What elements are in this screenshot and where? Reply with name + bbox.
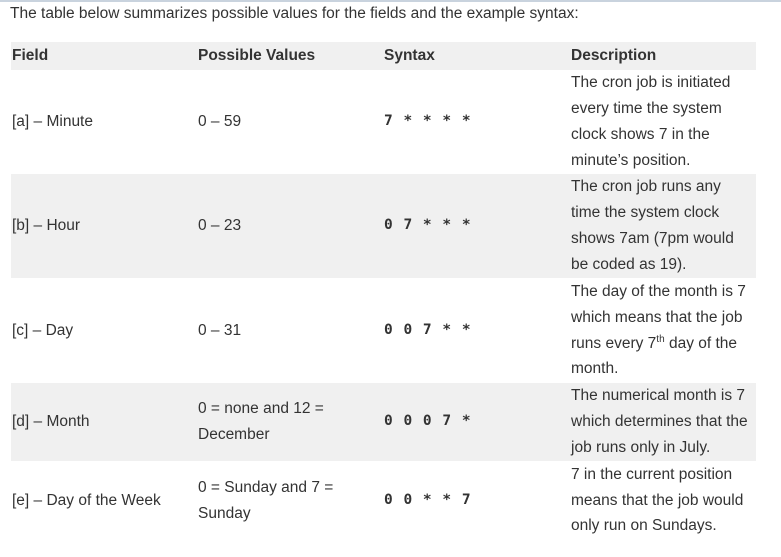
- values-cell: 0 = Sunday and 7 = Sunday: [198, 478, 334, 522]
- field-cell: [d] – Month: [11, 383, 197, 461]
- top-divider: [0, 0, 781, 2]
- header-syntax: Syntax: [383, 42, 570, 70]
- header-description: Description: [570, 42, 756, 70]
- values-cell: 0 – 31: [198, 321, 242, 339]
- description-cell: The cron job is initiated every time the…: [571, 74, 731, 169]
- description-cell: The cron job runs any time the system cl…: [570, 174, 756, 278]
- cron-fields-table: Field Possible Values Syntax Description…: [11, 42, 756, 540]
- syntax-cell: 0 0 * * 7: [384, 491, 472, 508]
- header-field: Field: [11, 42, 197, 70]
- values-cell: 0 – 59: [198, 113, 242, 131]
- syntax-cell: 0 0 0 7 *: [383, 383, 570, 461]
- description-cell: The numerical month is 7 which determine…: [570, 383, 756, 461]
- field-cell: [c] – Day: [12, 321, 74, 339]
- table-row: [c] – Day 0 – 31 0 0 7 * * The day of th…: [11, 278, 756, 383]
- description-cell: The day of the month is 7 which means th…: [570, 278, 756, 383]
- table-header-row: Field Possible Values Syntax Description: [11, 42, 756, 70]
- description-text: The day of the month is 7 which means th…: [571, 282, 746, 352]
- values-cell: 0 = none and 12 = December: [197, 383, 383, 461]
- field-cell: [e] – Day of the Week: [12, 491, 161, 509]
- syntax-cell: 0 0 7 * *: [384, 321, 472, 338]
- ordinal-suffix: th: [656, 333, 665, 345]
- table-row: [a] – Minute 0 – 59 7 * * * * The cron j…: [11, 70, 756, 174]
- field-cell: [b] – Hour: [11, 174, 197, 278]
- field-cell: [a] – Minute: [12, 113, 93, 131]
- header-possible-values: Possible Values: [197, 42, 383, 70]
- table-row: [e] – Day of the Week 0 = Sunday and 7 =…: [11, 461, 756, 540]
- values-cell: 0 – 23: [197, 174, 383, 278]
- intro-text: The table below summarizes possible valu…: [10, 5, 579, 22]
- table-row: [b] – Hour 0 – 23 0 7 * * * The cron job…: [11, 174, 756, 278]
- syntax-cell: 0 7 * * *: [383, 174, 570, 278]
- syntax-cell: 7 * * * *: [384, 113, 472, 130]
- description-text-end: day of the month.: [571, 334, 738, 378]
- description-cell: 7 in the current position means that the…: [571, 465, 744, 535]
- table-row: [d] – Month 0 = none and 12 = December 0…: [11, 383, 756, 461]
